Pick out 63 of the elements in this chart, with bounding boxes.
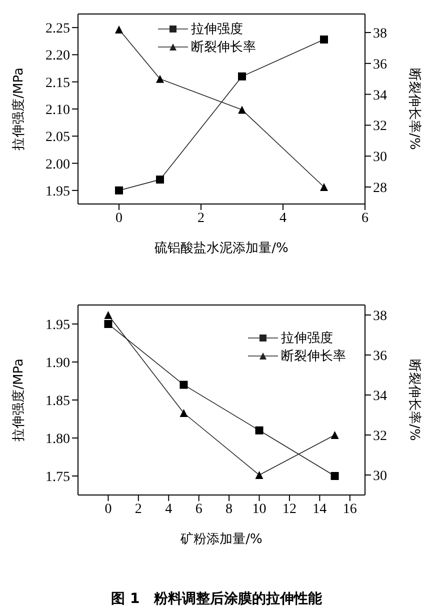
y-tick-label: 1.90 [46, 356, 70, 371]
point [255, 471, 264, 479]
point [115, 186, 123, 194]
y2-axis-title: 断裂伸长率/% [406, 359, 422, 441]
y2-tick-label: 30 [373, 150, 387, 166]
y-tick-label: 2.00 [46, 157, 70, 172]
legend-label: 拉伸强度 [281, 330, 333, 347]
point [330, 472, 339, 480]
x-tick-label: 4 [280, 210, 286, 226]
y-axis-title: 拉伸强度/MPa [10, 358, 27, 442]
x-tick-label: 0 [116, 210, 122, 226]
point [330, 431, 339, 439]
x-tick-label: 10 [252, 502, 266, 517]
point [320, 36, 328, 44]
x-tick-label: 2 [198, 210, 204, 226]
caption: 图 1 粉料调整后涂膜的拉伸性能 [110, 590, 323, 608]
legend-label: 断裂伸长率 [191, 39, 256, 56]
y2-tick-label: 28 [373, 180, 387, 196]
x-tick-label: 6 [195, 502, 202, 517]
point [156, 176, 164, 184]
y2-tick-label: 36 [373, 348, 387, 364]
y2-tick-label: 32 [373, 119, 387, 134]
y2-axis-title: 断裂伸长率/% [406, 68, 422, 150]
y2-tick-label: 36 [373, 57, 387, 72]
x-tick-label: 0 [104, 502, 112, 517]
y2-tick-label: 34 [373, 388, 387, 404]
y-tick-label: 1.85 [46, 394, 70, 409]
x-tick-label: 12 [282, 502, 296, 517]
y-tick-label: 1.75 [46, 470, 70, 485]
point [238, 72, 246, 80]
point [104, 311, 112, 319]
y-tick-label: 2.10 [46, 102, 70, 118]
legend-label: 拉伸强度 [191, 21, 243, 38]
point [180, 409, 188, 417]
point [156, 74, 164, 83]
y2-tick-label: 30 [373, 468, 387, 484]
x-tick-label: 14 [312, 502, 327, 517]
y-tick-label: 1.80 [46, 432, 70, 447]
y-tick-label: 1.95 [46, 318, 70, 333]
legend-label: 断裂伸长率 [281, 348, 346, 365]
point [180, 380, 188, 389]
y-tick-label: 1.95 [46, 184, 70, 200]
x-axis-title: 硫铝酸盐水泥添加量/% [154, 241, 288, 256]
x-tick-label: 16 [342, 502, 357, 517]
point [238, 106, 246, 114]
x-axis-title: 矿粉添加量/% [180, 532, 262, 547]
point [104, 320, 112, 328]
y-tick-label: 2.20 [46, 48, 70, 64]
x-tick-label: 6 [362, 210, 368, 226]
y2-tick-label: 38 [373, 308, 387, 324]
y2-tick-label: 32 [373, 428, 387, 444]
x-tick-label: 8 [226, 502, 233, 517]
point [320, 183, 328, 192]
y-tick-label: 2.15 [46, 76, 70, 91]
point [115, 25, 123, 34]
y-tick-label: 2.05 [46, 130, 70, 146]
x-tick-label: 4 [165, 502, 172, 517]
y-axis-title: 拉伸强度/MPa [10, 68, 27, 150]
x-tick-label: 2 [134, 502, 142, 517]
y-tick-label: 2.25 [46, 22, 70, 37]
point [255, 426, 264, 434]
y2-tick-label: 34 [373, 88, 387, 104]
y2-tick-label: 38 [373, 26, 387, 42]
